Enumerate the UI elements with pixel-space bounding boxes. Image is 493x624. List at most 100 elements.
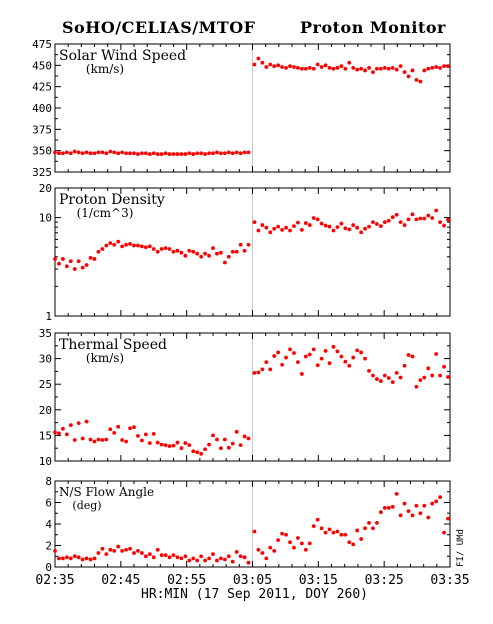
- data-point: [386, 66, 391, 71]
- data-point: [76, 421, 81, 426]
- data-point: [375, 66, 379, 71]
- data-point: [280, 362, 285, 367]
- data-point: [410, 68, 415, 73]
- data-point: [195, 558, 200, 563]
- y-tick-label: 35: [39, 327, 52, 340]
- data-point: [426, 66, 431, 71]
- data-point: [292, 224, 296, 228]
- data-point: [246, 150, 251, 155]
- y-tick-label: 1: [45, 310, 52, 323]
- data-point: [402, 363, 407, 368]
- data-point: [296, 65, 300, 70]
- data-point: [303, 547, 308, 552]
- data-point: [136, 152, 140, 156]
- data-point: [351, 542, 356, 547]
- data-point: [363, 68, 367, 73]
- data-point: [343, 66, 348, 71]
- data-point: [446, 64, 450, 69]
- data-point: [311, 347, 316, 352]
- side-credit-label: FI/ UMd: [456, 529, 466, 567]
- data-point: [292, 545, 296, 550]
- data-point: [335, 65, 340, 70]
- data-point: [61, 257, 65, 261]
- data-point: [375, 521, 379, 525]
- data-point: [151, 151, 156, 156]
- data-point: [53, 257, 57, 261]
- data-point: [179, 250, 184, 255]
- data-point: [418, 511, 423, 516]
- data-point: [191, 556, 196, 561]
- data-point: [96, 249, 101, 254]
- data-point: [378, 224, 383, 228]
- data-point: [92, 556, 97, 561]
- data-point: [128, 546, 132, 551]
- data-point: [390, 380, 395, 385]
- data-point: [246, 560, 251, 565]
- data-point: [339, 354, 344, 359]
- data-point: [343, 226, 348, 231]
- data-point: [406, 353, 411, 357]
- data-point: [418, 79, 423, 84]
- data-point: [100, 438, 105, 442]
- data-point: [57, 431, 61, 436]
- data-point: [88, 255, 93, 260]
- data-point: [252, 529, 257, 534]
- data-point: [367, 521, 371, 525]
- data-point: [414, 217, 419, 222]
- data-point: [191, 449, 196, 454]
- data-point: [319, 526, 324, 531]
- data-point: [256, 228, 261, 233]
- data-point: [422, 216, 427, 221]
- data-point: [112, 150, 117, 155]
- panel-title: Proton Density: [59, 192, 165, 208]
- data-point: [147, 552, 152, 556]
- y-tick-label: 8: [45, 475, 52, 488]
- data-point: [238, 443, 243, 448]
- data-point: [319, 65, 324, 69]
- data-point: [406, 509, 411, 513]
- data-point: [442, 364, 446, 369]
- data-point: [438, 65, 443, 70]
- data-point: [359, 66, 364, 71]
- data-point: [355, 67, 360, 72]
- data-point: [371, 373, 375, 378]
- data-point: [183, 253, 188, 258]
- data-point: [343, 532, 348, 537]
- data-point: [140, 244, 144, 249]
- data-point: [84, 150, 89, 155]
- data-point: [238, 151, 243, 156]
- data-point: [242, 248, 247, 253]
- panel-title: Solar Wind Speed: [59, 48, 186, 64]
- data-point: [124, 242, 128, 247]
- figure-title-instrument: SoHO/CELIAS/MTOF: [62, 18, 256, 37]
- data-point: [280, 531, 285, 536]
- y-tick-label: 30: [39, 353, 52, 366]
- data-point: [84, 419, 89, 424]
- data-point: [375, 377, 379, 381]
- data-point: [375, 222, 379, 226]
- data-point: [264, 65, 269, 69]
- data-point: [359, 230, 364, 235]
- data-point: [112, 430, 117, 435]
- data-point: [72, 149, 77, 154]
- panel-units: (deg): [72, 499, 101, 512]
- y-tick-label: 4: [45, 518, 52, 531]
- data-point: [284, 355, 288, 360]
- data-point: [331, 66, 336, 71]
- x-tick-label: 02:35: [35, 573, 74, 588]
- data-point: [347, 60, 352, 65]
- data-point: [143, 554, 148, 559]
- data-point: [57, 556, 61, 561]
- data-point: [108, 149, 113, 154]
- y-tick-label: 350: [32, 145, 52, 158]
- data-point: [288, 64, 292, 69]
- panel-title: N/S Flow Angle: [59, 485, 154, 499]
- data-point: [234, 150, 239, 155]
- data-point: [61, 151, 65, 156]
- data-point: [211, 151, 215, 156]
- y-tick-label: 25: [39, 378, 52, 391]
- data-point: [199, 151, 204, 156]
- data-point: [151, 431, 156, 436]
- data-point: [276, 350, 281, 355]
